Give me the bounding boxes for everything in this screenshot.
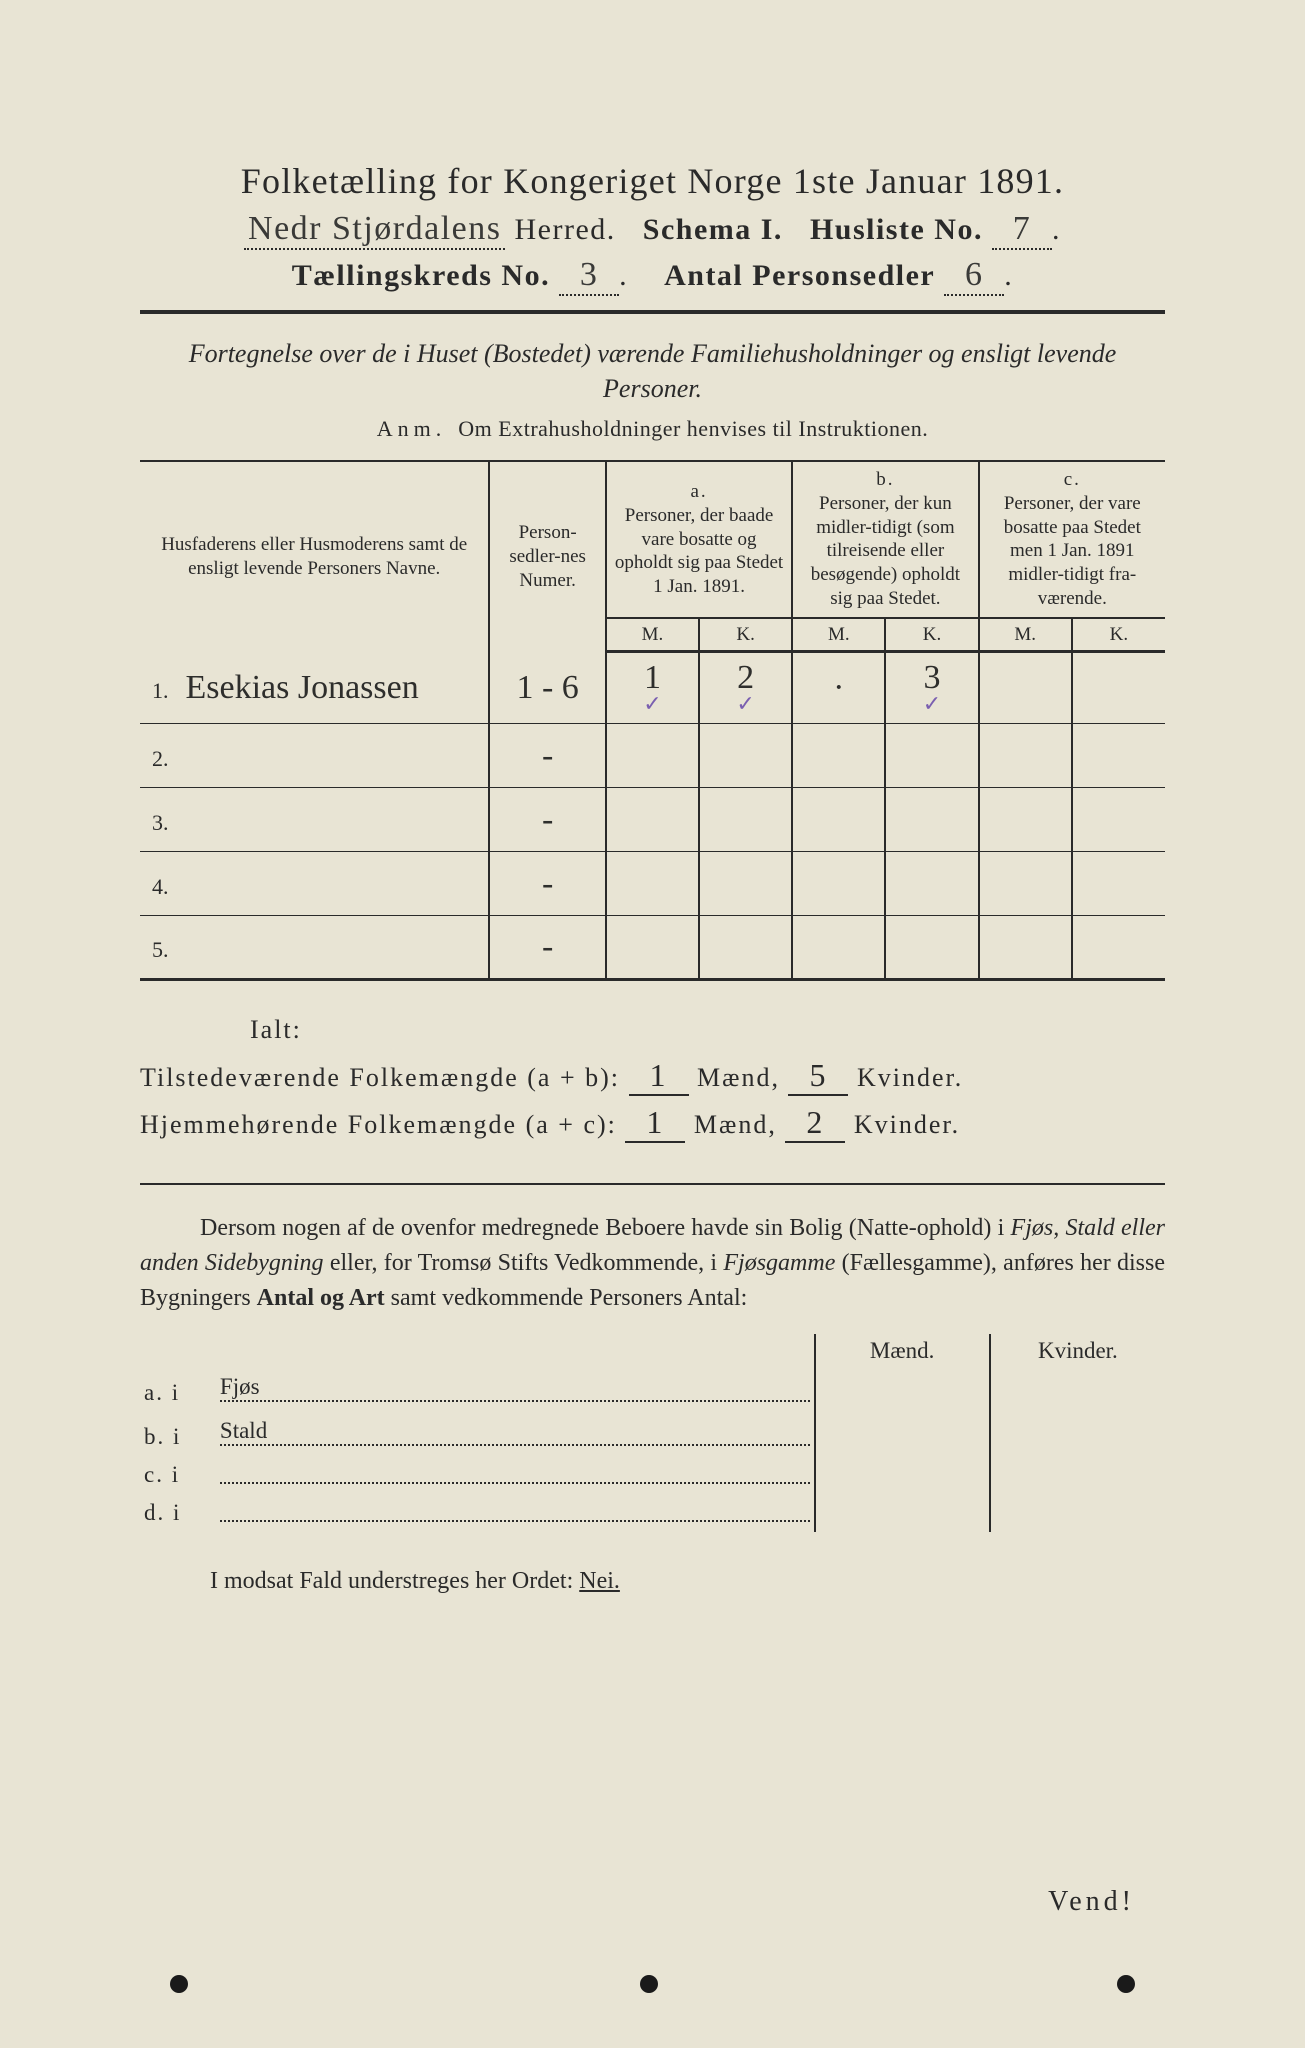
kreds-no: 3 — [559, 256, 619, 296]
col-a: a. Personer, der baade vare bosatte og o… — [606, 461, 792, 618]
vend-label: Vend! — [1048, 1886, 1135, 1918]
modsat-line: I modsat Fald understreges her Ordet: Ne… — [210, 1568, 1165, 1595]
side-building-para: Dersom nogen af de ovenfor medregnede Be… — [140, 1211, 1165, 1315]
para-t1: Dersom nogen af de ovenfor medregnede Be… — [200, 1215, 1011, 1241]
antal-label: Antal Personsedler — [664, 259, 935, 292]
col-name: Husfaderens eller Husmoderens samt de en… — [140, 461, 489, 652]
ab-label: Tilstedeværende Folkemængde (a + b): — [140, 1063, 620, 1092]
modsat-pre: I modsat Fald understreges her Ordet: — [210, 1568, 579, 1594]
col-a-head: a. — [615, 480, 783, 504]
household-table: Husfaderens eller Husmoderens samt de en… — [140, 460, 1165, 981]
header-line-2: Nedr Stjørdalens Herred. Schema I. Husli… — [140, 210, 1165, 250]
col-c-k: K. — [1072, 618, 1165, 652]
husliste-no: 7 — [992, 210, 1052, 250]
anm-lead: Anm. — [377, 416, 447, 441]
col-b: b. Personer, der kun midler-tidigt (som … — [792, 461, 978, 618]
table-row: 3. - — [140, 788, 1165, 852]
side-row: a. iFjøs — [140, 1368, 1165, 1412]
col-c-head: c. — [988, 468, 1157, 492]
herred-handwritten: Nedr Stjørdalens — [244, 210, 505, 250]
col-b-head: b. — [801, 468, 969, 492]
ab-m: 1 — [629, 1057, 689, 1096]
kreds-label: Tællingskreds No. — [292, 259, 550, 292]
col-b-text: Personer, der kun midler-tidigt (som til… — [801, 492, 969, 611]
maend-label-1: Mænd, — [697, 1063, 780, 1092]
table-row: 4. - — [140, 852, 1165, 916]
punch-hole-icon — [640, 1975, 658, 1993]
side-row: c. i — [140, 1456, 1165, 1494]
punch-hole-icon — [170, 1975, 188, 1993]
husliste-label: Husliste No. — [810, 213, 983, 246]
totals-ab: Tilstedeværende Folkemængde (a + b): 1 M… — [140, 1057, 1165, 1096]
table-row: 5. - — [140, 916, 1165, 980]
col-a-k: K. — [699, 618, 792, 652]
census-form-page: Folketælling for Kongeriget Norge 1ste J… — [0, 0, 1305, 2048]
ac-k: 2 — [785, 1104, 845, 1143]
col-a-text: Personer, der baade vare bosatte og opho… — [615, 504, 783, 599]
subtitle: Fortegnelse over de i Huset (Bostedet) v… — [180, 336, 1125, 406]
kvinder-label-1: Kvinder. — [857, 1063, 963, 1092]
herred-label: Herred. — [514, 213, 615, 246]
punch-hole-icon — [1117, 1975, 1135, 1993]
modsat-word: Nei. — [579, 1568, 620, 1594]
col-c: c. Personer, der vare bosatte paa Stedet… — [979, 461, 1165, 618]
side-row: b. iStald — [140, 1412, 1165, 1456]
col-c-m: M. — [979, 618, 1072, 652]
col-b-m: M. — [792, 618, 885, 652]
rule-thick — [140, 310, 1165, 314]
ialt-label: Ialt: — [250, 1015, 1165, 1045]
para-b1: Antal og Art — [257, 1285, 385, 1311]
side-head-m: Mænd. — [815, 1334, 990, 1368]
ab-k: 5 — [788, 1057, 848, 1096]
page-title: Folketælling for Kongeriget Norge 1ste J… — [140, 160, 1165, 202]
side-head-k: Kvinder. — [990, 1334, 1165, 1368]
anm-line: Anm. Om Extrahusholdninger henvises til … — [140, 416, 1165, 442]
side-row: d. i — [140, 1494, 1165, 1532]
para-em2: Fjøsgamme — [723, 1250, 835, 1276]
para-t4: samt vedkommende Personers Antal: — [385, 1285, 748, 1311]
ac-label: Hjemmehørende Folkemængde (a + c): — [140, 1110, 617, 1139]
ac-m: 1 — [625, 1104, 685, 1143]
schema-label: Schema I. — [643, 213, 783, 246]
table-row: 2. - — [140, 724, 1165, 788]
col-c-text: Personer, der vare bosatte paa Stedet me… — [988, 492, 1157, 611]
totals-block: Ialt: Tilstedeværende Folkemængde (a + b… — [140, 1015, 1165, 1143]
maend-label-2: Mænd, — [694, 1110, 777, 1139]
col-num: Person-sedler-nes Numer. — [489, 461, 605, 652]
anm-text: Om Extrahusholdninger henvises til Instr… — [458, 416, 928, 441]
side-building-table: Mænd. Kvinder. a. iFjøsb. iStaldc. id. i — [140, 1334, 1165, 1532]
totals-ac: Hjemmehørende Folkemængde (a + c): 1 Mæn… — [140, 1104, 1165, 1143]
table-row: 1. Esekias Jonassen1 - 61✓2✓·3✓ — [140, 652, 1165, 724]
rule-thin — [140, 1183, 1165, 1185]
para-t2: eller, for Tromsø Stifts Vedkommende, i — [324, 1250, 724, 1276]
header-line-3: Tællingskreds No. 3. Antal Personsedler … — [140, 256, 1165, 296]
antal-no: 6 — [944, 256, 1004, 296]
col-a-m: M. — [606, 618, 699, 652]
kvinder-label-2: Kvinder. — [854, 1110, 960, 1139]
col-b-k: K. — [885, 618, 978, 652]
